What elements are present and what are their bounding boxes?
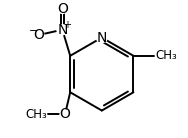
Text: +: + <box>63 20 71 30</box>
Text: O: O <box>60 108 70 121</box>
Ellipse shape <box>58 4 67 13</box>
Ellipse shape <box>57 25 68 35</box>
Text: O: O <box>57 2 68 16</box>
Ellipse shape <box>60 110 70 119</box>
Text: CH₃: CH₃ <box>25 108 47 121</box>
Text: −: − <box>28 26 38 36</box>
Text: CH₃: CH₃ <box>156 49 177 62</box>
Ellipse shape <box>96 33 107 43</box>
Text: N: N <box>57 23 67 37</box>
Text: N: N <box>97 30 107 45</box>
Ellipse shape <box>34 30 44 39</box>
Text: O: O <box>33 28 44 42</box>
